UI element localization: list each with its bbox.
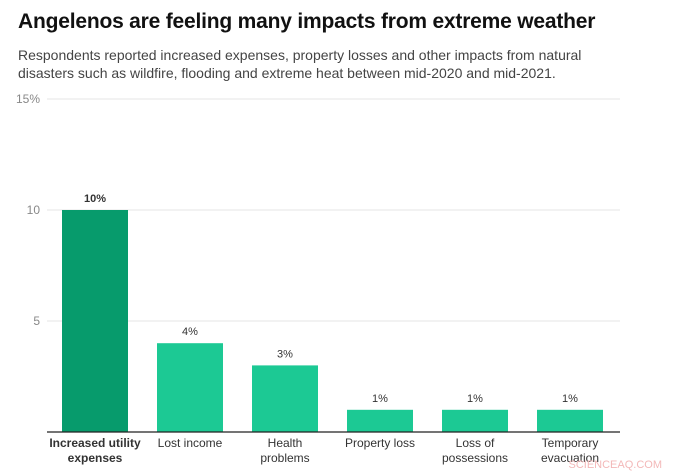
bar — [157, 343, 223, 432]
data-label: 4% — [182, 326, 198, 338]
x-category-label: Loss of — [456, 436, 495, 450]
x-category-label: Health — [268, 436, 303, 450]
bar — [62, 210, 128, 432]
data-label: 3% — [277, 348, 293, 360]
y-tick-label: 5 — [33, 314, 40, 328]
data-label: 10% — [84, 193, 106, 205]
watermark: SCIENCEAQ.COM — [568, 459, 662, 471]
bar — [252, 365, 318, 432]
x-category-label: Property loss — [345, 436, 415, 450]
data-label: 1% — [372, 393, 388, 405]
x-category-label: possessions — [442, 451, 508, 465]
bar — [537, 409, 603, 432]
y-tick-label: 15% — [16, 92, 40, 106]
x-category-label: expenses — [68, 451, 123, 465]
x-category-label: Lost income — [158, 436, 223, 450]
bar — [347, 409, 413, 432]
data-label: 1% — [562, 393, 578, 405]
x-category-label: problems — [260, 451, 309, 465]
data-label: 1% — [467, 393, 483, 405]
chart-title: Angelenos are feeling many impacts from … — [18, 10, 596, 33]
y-tick-label: 10 — [27, 203, 41, 217]
x-category-label: evacuation — [541, 451, 599, 465]
x-category-label: Temporary — [542, 436, 599, 450]
chart-subtitle: Respondents reported increased expenses,… — [18, 47, 582, 81]
x-category-label: Increased utility — [49, 436, 141, 450]
bar — [442, 409, 508, 432]
